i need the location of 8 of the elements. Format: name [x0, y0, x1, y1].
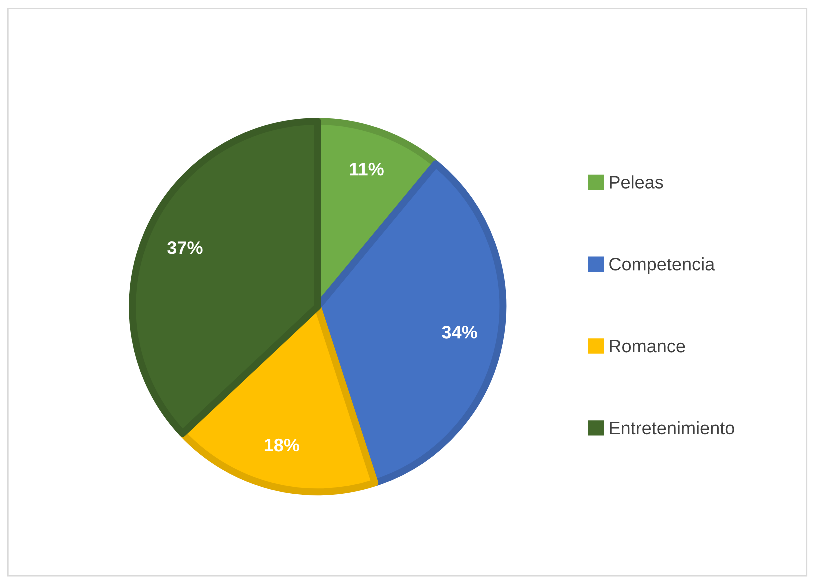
legend-label: Entretenimiento	[610, 421, 734, 435]
legend-label: Romance	[610, 340, 686, 353]
legend-label: Peleas	[610, 176, 664, 189]
data-label: 34%	[442, 326, 478, 339]
legend-label: Competencia	[610, 258, 716, 274]
data-label: 11%	[350, 163, 384, 176]
data-label: 18%	[264, 438, 300, 452]
data-label: 37%	[168, 242, 203, 254]
